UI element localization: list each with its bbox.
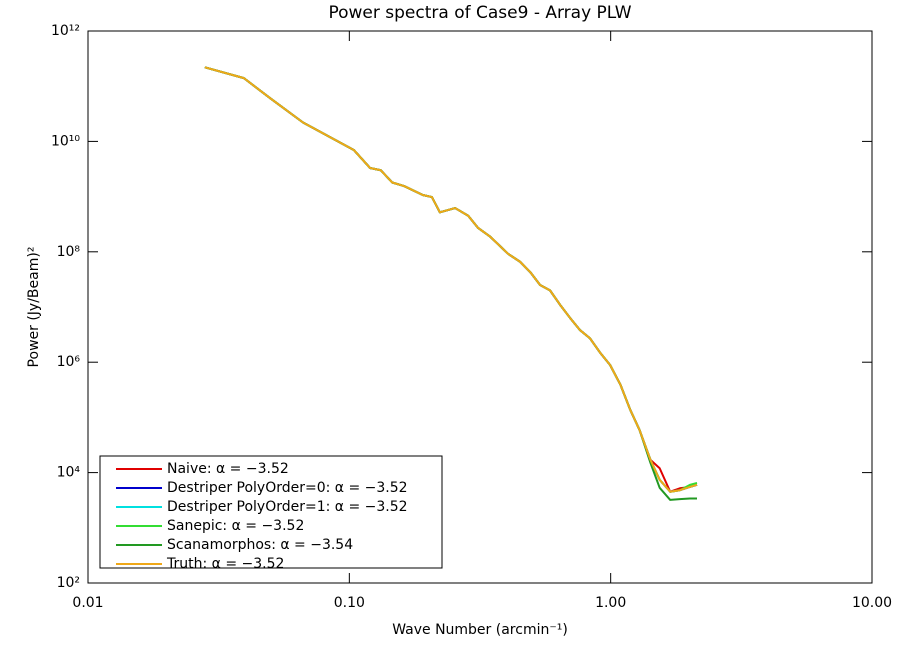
y-tick-label: 10⁴ <box>57 465 81 481</box>
series-line <box>204 66 698 493</box>
plot-frame <box>87 30 873 584</box>
series-line <box>204 66 698 493</box>
legend-box <box>99 455 443 569</box>
y-tick-label: 10⁶ <box>57 354 81 370</box>
legend-label: Destriper PolyOrder=0: α = −3.52 <box>167 480 408 496</box>
legend-label: Destriper PolyOrder=1: α = −3.52 <box>167 499 408 515</box>
chart-title: Power spectra of Case9 - Array PLW <box>328 3 631 23</box>
legend-label: Scanamorphos: α = −3.54 <box>167 537 353 553</box>
legend-label: Naive: α = −3.52 <box>167 461 289 477</box>
series-line <box>204 66 698 493</box>
series-line <box>204 66 698 501</box>
x-tick-label: 0.10 <box>334 595 365 611</box>
y-tick-label: 10² <box>57 575 80 591</box>
x-tick-label: 1.00 <box>595 595 626 611</box>
x-axis-label: Wave Number (arcmin⁻¹) <box>392 622 568 638</box>
series-line <box>204 66 698 493</box>
y-tick-label: 10¹⁰ <box>51 133 80 149</box>
y-tick-label: 10⁸ <box>57 244 81 260</box>
legend-label: Truth: α = −3.52 <box>166 556 284 572</box>
legend-label: Sanepic: α = −3.52 <box>167 518 304 534</box>
y-tick-label: 10¹² <box>51 23 80 39</box>
y-axis-label: Power (Jy/Beam)² <box>26 247 42 368</box>
x-tick-label: 10.00 <box>852 595 892 611</box>
series-line <box>204 66 698 493</box>
x-tick-label: 0.01 <box>72 595 103 611</box>
